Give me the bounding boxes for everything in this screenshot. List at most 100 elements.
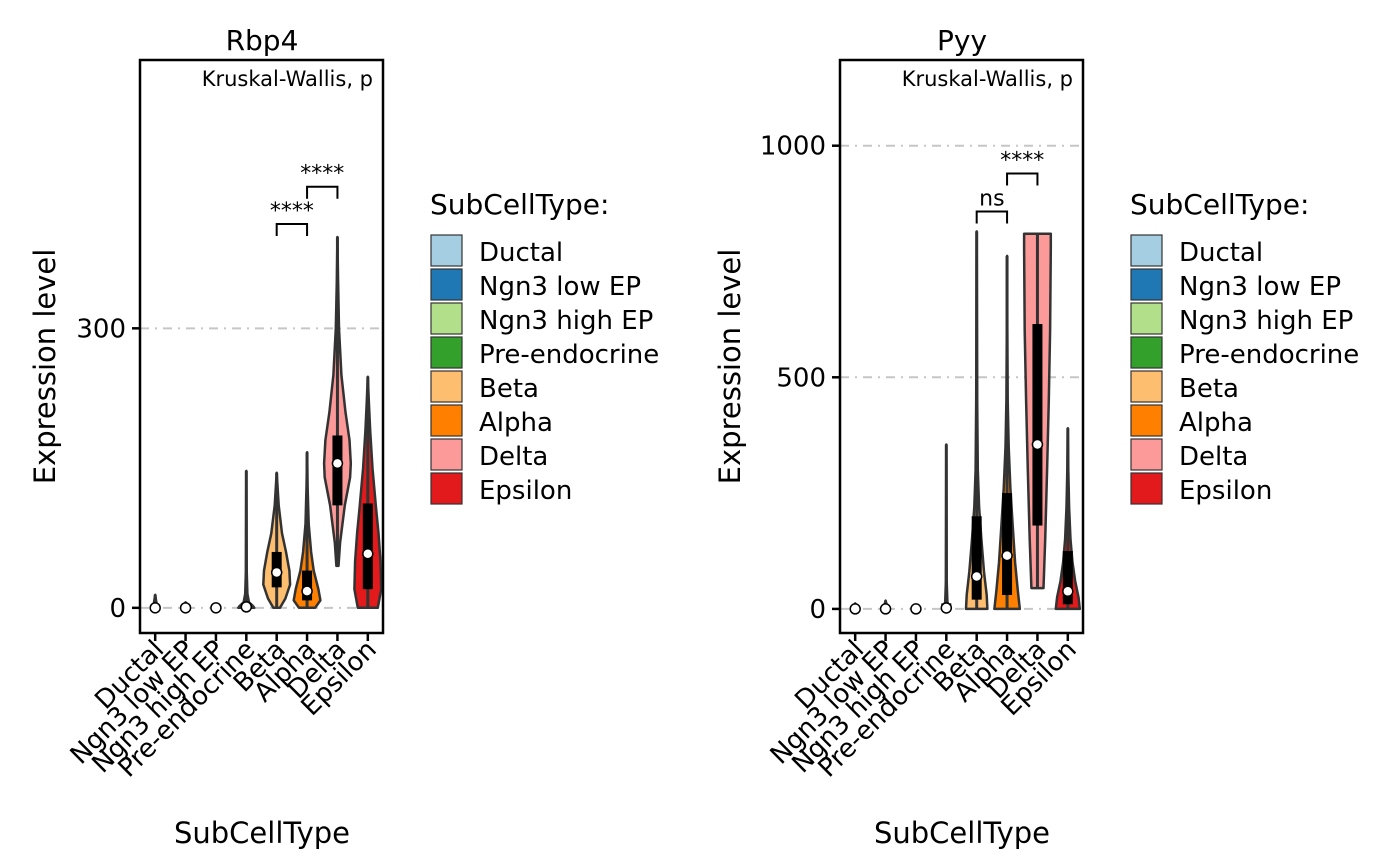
violin-median-delta [1031,438,1044,451]
panel-rbp4: **** **** Rbp4 Kruskal-Wallis, p 0 300 Ductal N… [28,24,659,850]
y-tick-label: 300 [76,314,126,344]
y-axis-title: Expression level [28,249,62,485]
comparison-bracket: ns [975,186,1009,224]
legend-swatch-epsilon [430,472,463,505]
x-axis-title: SubCellType [174,816,350,850]
legend-swatch-ductal [1130,234,1163,267]
violin-box-delta [1032,324,1043,526]
violin-median-pre-endocrine [940,602,953,614]
panel-pyy: ns **** Pyy Kruskal-Wallis, p 0 500 1000 Ductal… [713,24,1359,850]
chart-title: Pyy [937,24,987,57]
violin-alpha [993,254,1022,611]
violin-ngn3-high-ep [210,602,222,614]
violin-median-beta [970,570,983,583]
significance-label: **** [270,199,314,224]
legend: SubCellType: Ductal Ngn3 low EP Ngn3 high E… [430,188,659,506]
legend-swatch-pre-endocrine [430,336,463,369]
legend-label-ngn3-low-ep: Ngn3 low EP [479,272,641,302]
legend-swatch-alpha [430,404,463,437]
chart-subtitle: Kruskal-Wallis, p [902,67,1073,91]
legend-swatch-delta [1130,438,1163,471]
legend-label-pre-endocrine: Pre-endocrine [479,340,659,370]
violin-box-delta [332,435,343,506]
violin-alpha [292,450,322,610]
violin-delta [322,235,353,568]
violin-ngn3-low-ep [179,601,192,614]
violin-beta [964,230,989,611]
significance-label: **** [1000,148,1044,173]
legend-label-delta: Delta [1179,442,1248,472]
legend-label-delta: Delta [479,442,548,472]
x-axis-title: SubCellType [874,816,1050,850]
y-tick-label: 0 [809,595,826,625]
panel-border [138,58,385,635]
violin-box-alpha [1002,493,1013,596]
violin-median-alpha [1001,549,1013,562]
comparison-bracket: **** [270,199,314,236]
violin-median-ngn3-low-ep [179,602,192,614]
violin-ductal [149,593,161,614]
legend-swatch-pre-endocrine [1130,336,1163,369]
legend-swatch-delta [430,438,463,471]
legend-label-alpha: Alpha [1179,408,1253,438]
legend-swatch-ngn3-high-ep [1130,302,1163,335]
comparison-bracket: **** [300,162,344,199]
legend-swatch-ductal [430,234,463,267]
chart-subtitle: Kruskal-Wallis, p [202,67,373,91]
violin-box-beta [971,516,982,600]
legend-label-ngn3-high-ep: Ngn3 high EP [1179,306,1353,336]
legend-swatch-ngn3-low-ep [1130,268,1163,301]
violin-median-epsilon [1062,585,1074,598]
legend-swatch-beta [430,370,463,403]
violin-beta [262,471,292,610]
legend-label-alpha: Alpha [479,408,553,438]
violin-median-ngn3-high-ep [910,603,922,615]
violin-box-epsilon [1062,551,1073,605]
legend-title: SubCellType: [1130,188,1309,221]
legend-label-pre-endocrine: Pre-endocrine [1179,340,1359,370]
significance-label: **** [300,162,344,187]
bracket-line [975,210,1009,224]
legend-label-beta: Beta [1179,374,1239,404]
legend-label-beta: Beta [479,374,539,404]
y-axis-title: Expression level [713,249,747,485]
legend-title: SubCellType: [430,188,609,221]
bracket-line [1006,172,1039,186]
violin-box-epsilon [362,503,373,590]
legend-swatch-epsilon [1130,472,1163,505]
legend-swatch-beta [1130,370,1163,403]
violin-ductal [849,602,861,615]
violin-pre-endocrine [237,469,256,613]
violin-median-beta [270,566,283,579]
violin-epsilon [353,375,383,610]
legend-label-ngn3-low-ep: Ngn3 low EP [1179,272,1341,302]
violin-median-alpha [301,585,313,597]
legend-label-ngn3-high-ep: Ngn3 high EP [479,306,653,336]
violin-median-ngn3-high-ep [210,602,222,614]
violin-epsilon [1054,427,1082,611]
violin-ngn3-low-ep [879,599,892,615]
bracket-line [306,185,339,199]
legend-label-ductal: Ductal [1179,238,1263,268]
legend-label-epsilon: Epsilon [1179,476,1272,506]
legend-label-epsilon: Epsilon [479,476,572,506]
legend-swatch-alpha [1130,404,1163,437]
violin-delta [1022,232,1053,590]
violin-median-delta [331,457,344,470]
legend-label-ductal: Ductal [479,238,563,268]
legend: SubCellType: Ductal Ngn3 low EP Ngn3 high E… [1130,188,1359,506]
violin-median-ductal [849,603,861,615]
violin-median-ngn3-low-ep [879,603,892,615]
y-tick-label: 0 [109,594,126,624]
y-tick-label: 500 [776,363,826,393]
significance-label: ns [979,186,1004,211]
legend-swatch-ngn3-low-ep [430,268,463,301]
violin-median-pre-endocrine [240,601,253,613]
violin-ngn3-high-ep [910,603,922,615]
y-tick-label: 1000 [760,132,826,162]
chart-title: Rbp4 [226,24,299,57]
legend-swatch-ngn3-high-ep [430,302,463,335]
violin-median-epsilon [362,548,374,560]
bracket-line [275,222,309,236]
